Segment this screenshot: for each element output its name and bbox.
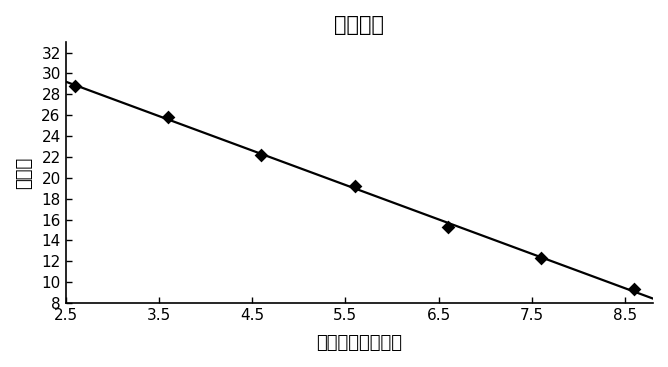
Point bbox=[349, 183, 360, 189]
Point bbox=[536, 255, 546, 261]
X-axis label: 质粒拷贝数的对数: 质粒拷贝数的对数 bbox=[316, 334, 402, 352]
Point bbox=[163, 114, 174, 120]
Point bbox=[442, 224, 453, 230]
Y-axis label: 循环数: 循环数 bbox=[15, 156, 33, 189]
Point bbox=[69, 83, 80, 89]
Title: 标准曲线: 标准曲线 bbox=[334, 15, 384, 35]
Point bbox=[256, 152, 267, 158]
Point bbox=[629, 287, 640, 292]
